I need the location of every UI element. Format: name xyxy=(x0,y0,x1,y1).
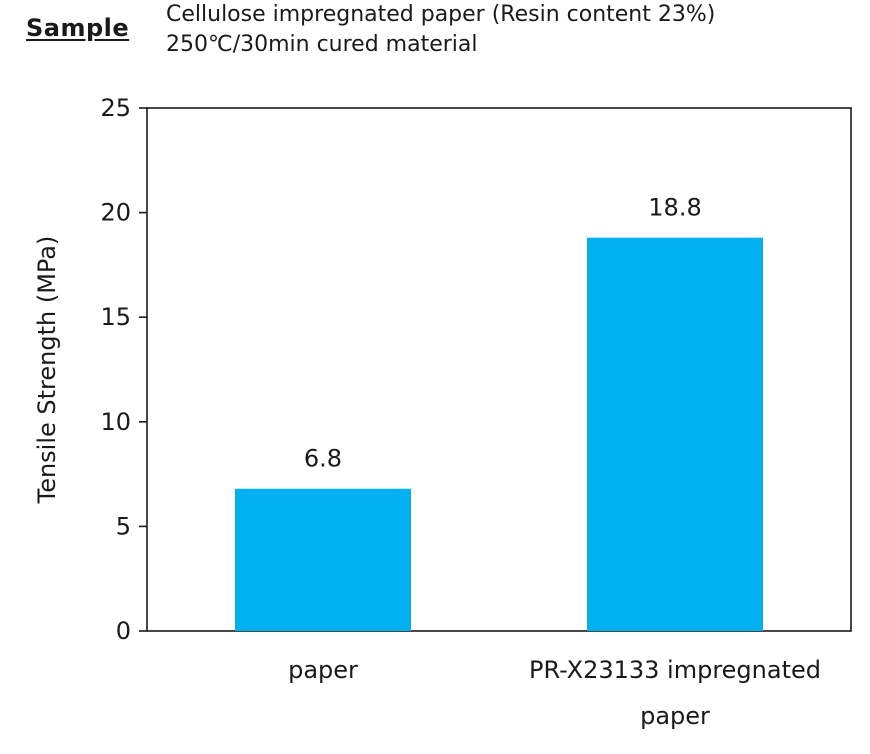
sample-description-line-1: Cellulose impregnated paper (Resin conte… xyxy=(166,2,716,27)
y-axis-title: Tensile Strength (MPa) xyxy=(33,236,61,505)
y-tick-label: 20 xyxy=(100,199,131,227)
bar-1 xyxy=(235,488,411,631)
y-tick-label: 15 xyxy=(100,303,131,331)
y-tick-label: 0 xyxy=(116,617,131,645)
y-tick-label: 25 xyxy=(100,94,131,122)
category-label-2: paper xyxy=(640,702,710,730)
data-label-2: 18.8 xyxy=(648,194,701,222)
chart-header: Sample Cellulose impregnated paper (Resi… xyxy=(0,0,870,80)
y-tick-label: 5 xyxy=(116,512,131,540)
sample-description-line-2: 250℃/30min cured material xyxy=(166,32,478,57)
category-label-2: PR-X23133 impregnated xyxy=(529,656,821,684)
plot-frame xyxy=(146,107,852,632)
data-label-1: 6.8 xyxy=(304,445,342,473)
category-label-1: paper xyxy=(288,656,358,684)
bar-2 xyxy=(587,237,763,632)
sample-label: Sample xyxy=(26,14,130,42)
y-tick-label: 10 xyxy=(100,408,131,436)
